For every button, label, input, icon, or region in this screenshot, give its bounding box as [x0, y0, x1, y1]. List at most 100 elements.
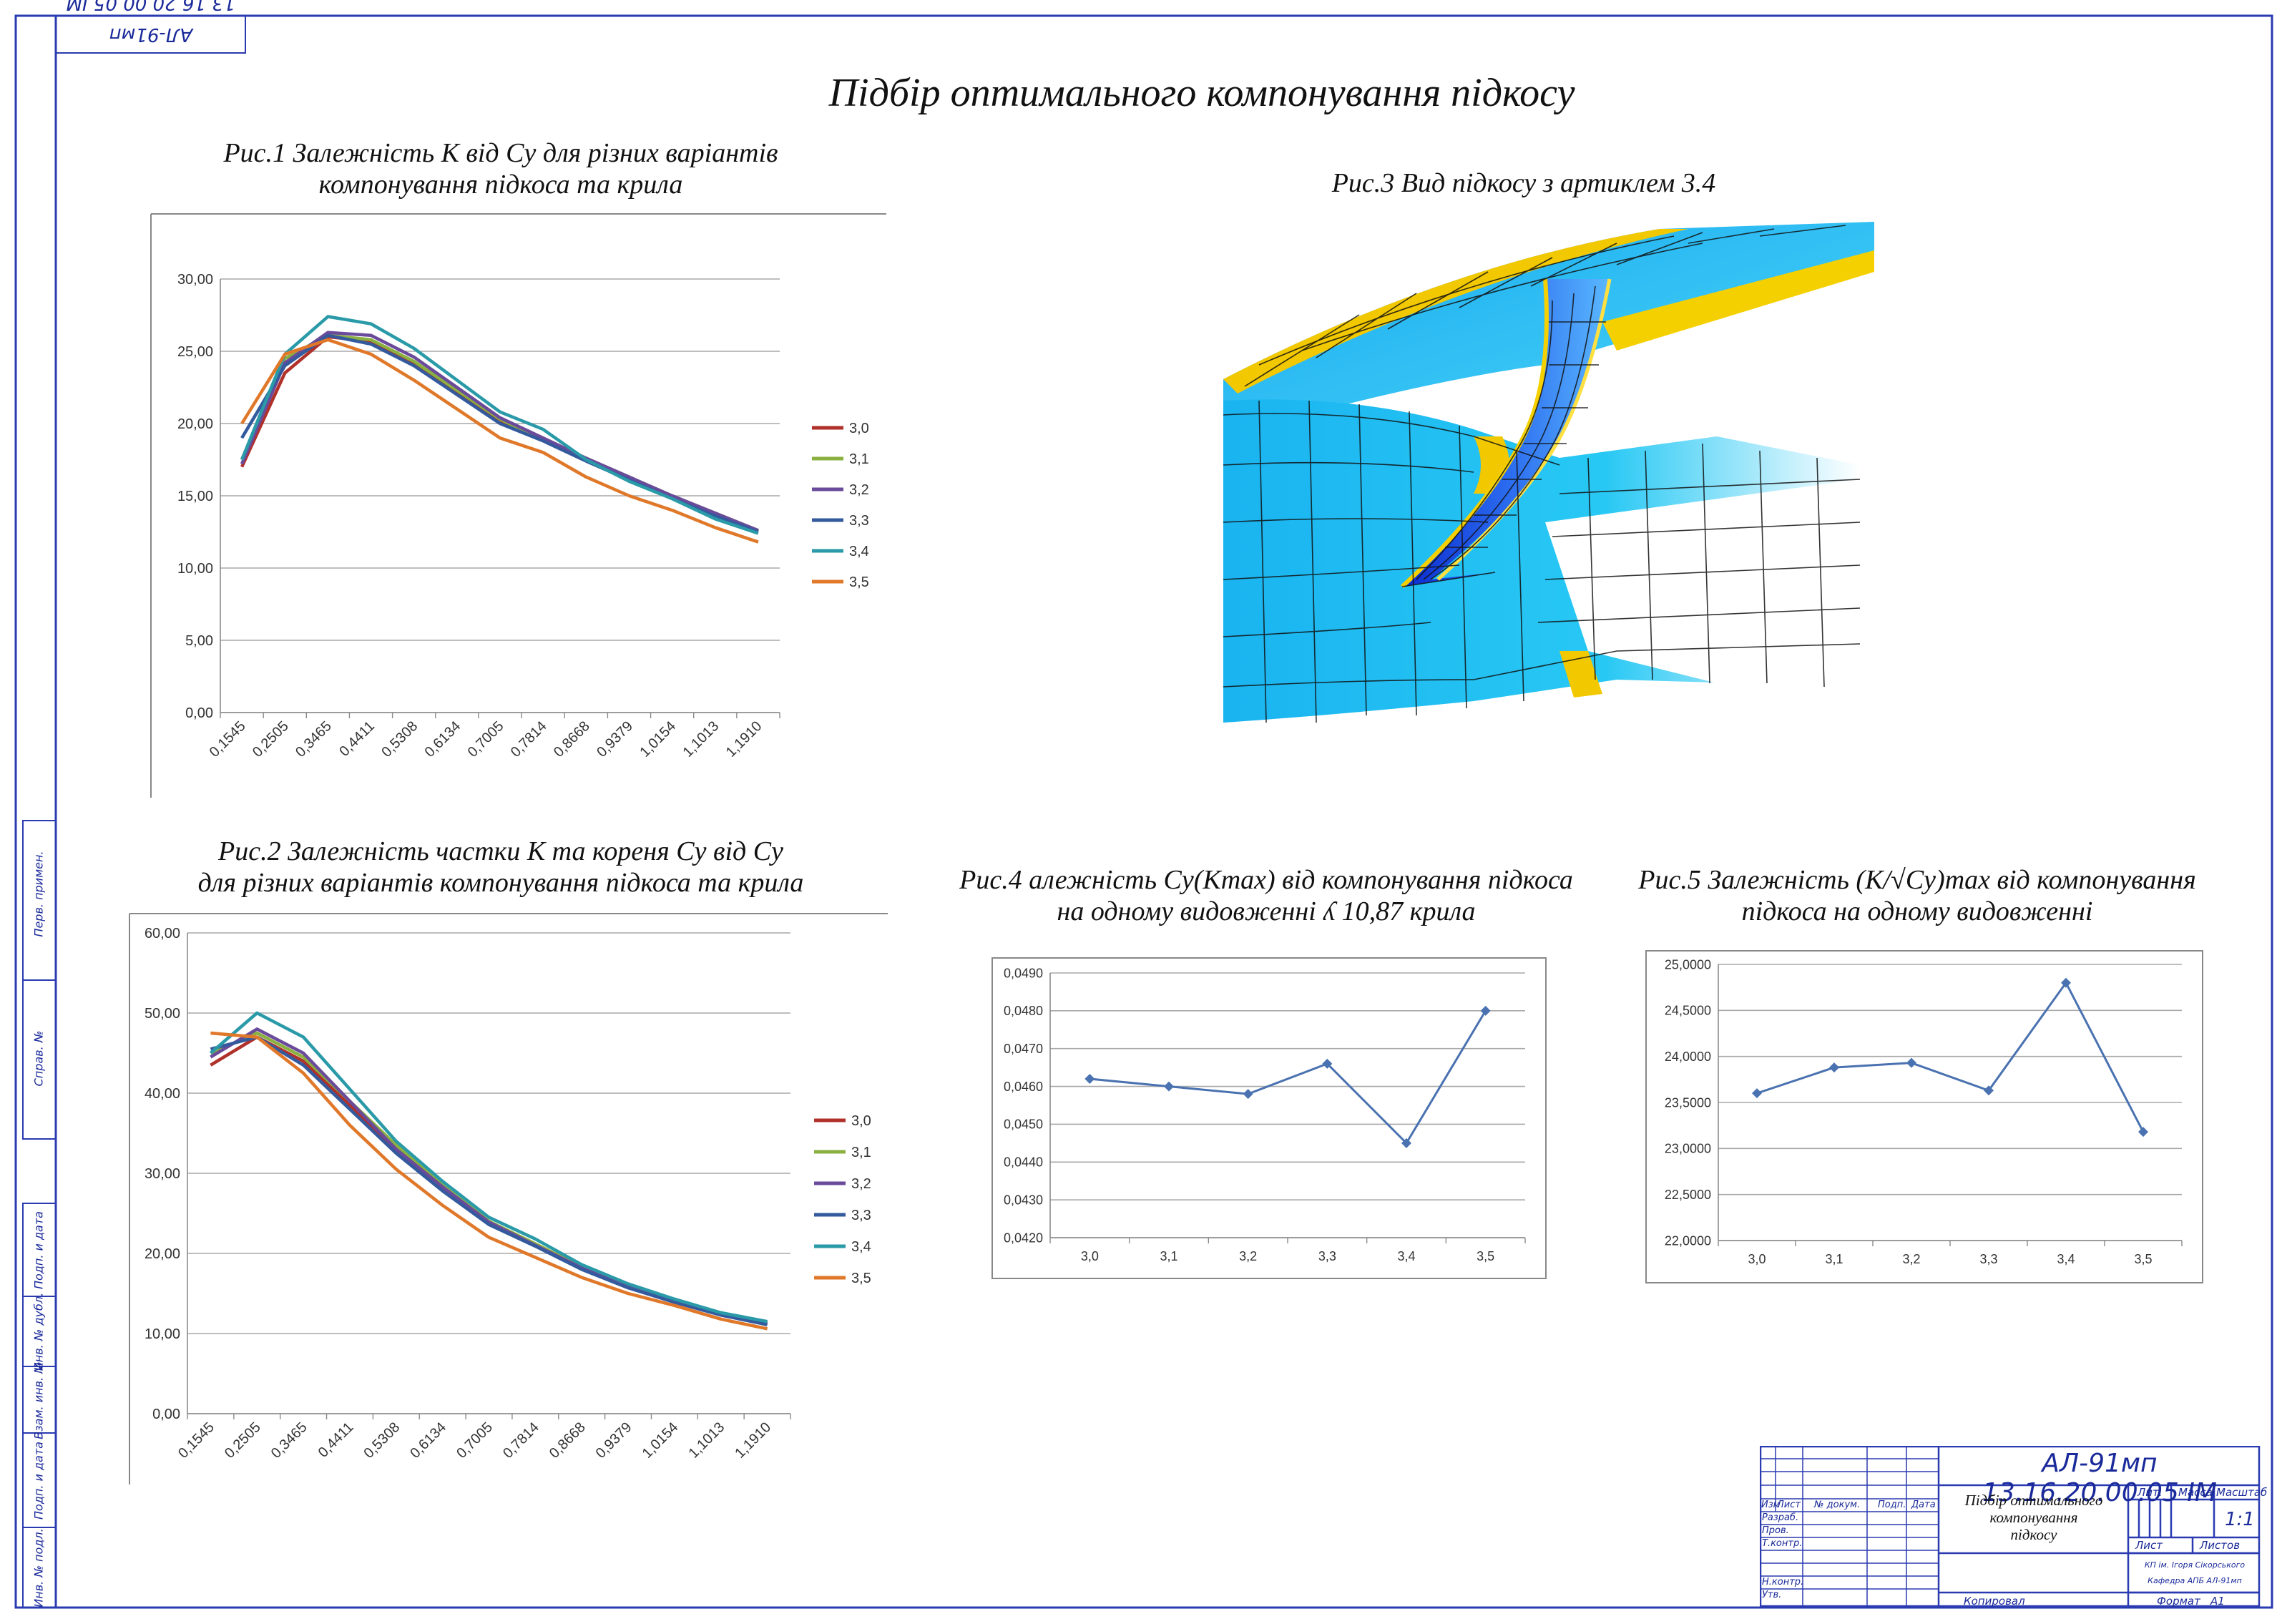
- y-tick-label: 20,00: [145, 1246, 180, 1262]
- legend-label: 3,2: [849, 482, 869, 498]
- x-tick-label: 0,4411: [336, 718, 378, 760]
- y-tick-label: 10,00: [145, 1326, 180, 1342]
- tb-col-dokum: № докум.: [1814, 1500, 1861, 1510]
- data-point-marker: [1084, 1074, 1095, 1084]
- y-tick-label: 0,0470: [1004, 1042, 1043, 1056]
- y-tick-label: 0,0480: [1004, 1004, 1043, 1018]
- chart-fig2: 0,00 10,00 20,00 30,00 40,00 50,00 60,00 0,1545…: [129, 913, 888, 1484]
- series-line: [1089, 1010, 1487, 1145]
- fig2-title-line2: для різних варіантів компонування підкос…: [197, 868, 804, 898]
- tb-mass-label: Масса: [2178, 1486, 2213, 1499]
- x-tick-label: 1,1910: [723, 718, 765, 760]
- x-tick-label: 1,0154: [640, 1419, 682, 1462]
- tb-scale-label: Масштаб: [2216, 1486, 2268, 1499]
- data-point-marker: [1401, 1138, 1411, 1148]
- series-line: [240, 338, 759, 544]
- fig5-title: Рис.5 Залежність (K/√Cy)max від компонув…: [1559, 864, 2275, 927]
- fig4-title: Рис.4 алежність Су(Kmax) від компонуванн…: [894, 864, 1638, 927]
- x-tick-label: 3,2: [1902, 1252, 1920, 1266]
- tb-title: Підбір оптимального компонування підкосу: [1940, 1492, 2127, 1543]
- tb-doc-code: АЛ-91мп 13.16.20.00.05 ІМ: [1982, 1449, 2217, 1507]
- series-line: [1756, 982, 2145, 1133]
- tb-lit-label: Лит.: [2138, 1486, 2163, 1499]
- data-point-marker: [1243, 1089, 1253, 1100]
- fig4-title-line2: на одному видовженні ʎ 10,87 крила: [1057, 896, 1476, 926]
- x-tick-label: 0,1545: [207, 718, 249, 760]
- data-point-marker: [1752, 1088, 1762, 1099]
- tb-copied: Копировал: [1964, 1595, 2025, 1608]
- fig2-title-line1: Рис.2 Залежність частки К та кореня Су в…: [218, 836, 783, 866]
- tb-col-podp: Подп.: [1878, 1500, 1906, 1510]
- chart-fig4: 0,0420 0,0430 0,0440 0,0450 0,0460 0,0470 0,04…: [991, 957, 1547, 1279]
- y-tick-label: 30,00: [177, 272, 213, 288]
- x-tick-label: 3,3: [1318, 1249, 1336, 1263]
- x-tick-label: 3,5: [2134, 1252, 2152, 1266]
- x-tick-label: 3,2: [1239, 1249, 1257, 1263]
- legend-label: 3,2: [851, 1176, 871, 1192]
- legend-label: 3,5: [849, 574, 869, 590]
- y-tick-label: 25,00: [177, 344, 213, 360]
- x-tick-label: 0,7814: [508, 718, 550, 760]
- y-tick-label: 0,0430: [1004, 1193, 1043, 1207]
- data-point-marker: [2061, 977, 2071, 988]
- x-tick-label: 1,1013: [685, 1419, 728, 1462]
- y-tick-label: 25,0000: [1665, 957, 1711, 972]
- fig1-title-line1: Рис.1 Залежність К від Су для різних вар…: [223, 138, 778, 168]
- x-tick-label: 0,7814: [500, 1419, 542, 1462]
- legend-label: 3,1: [851, 1145, 871, 1160]
- tb-title-line2: компонування: [1989, 1509, 2078, 1526]
- fig4-title-line1: Рис.4 алежність Су(Kmax) від компонуванн…: [959, 865, 1573, 895]
- y-tick-label: 0,0420: [1004, 1231, 1043, 1245]
- x-tick-label: 0,8668: [547, 1419, 589, 1462]
- strip-label-sprav: Справ. №: [31, 1030, 46, 1087]
- series-line: [240, 315, 759, 535]
- x-tick-label: 0,4411: [315, 1419, 357, 1461]
- stamp-rotated: АЛ-91мп 13.16.20.00.05 ІМ: [66, 0, 236, 45]
- tb-org-line2: Кафедра АПБ АЛ-91мп: [2148, 1576, 2242, 1585]
- series-line: [209, 1011, 768, 1324]
- y-tick-label: 24,5000: [1665, 1004, 1711, 1018]
- y-tick-label: 0,0460: [1004, 1080, 1043, 1094]
- legend-label: 3,4: [851, 1239, 871, 1255]
- legend-label: 3,4: [849, 544, 869, 559]
- x-tick-label: 3,0: [1081, 1249, 1099, 1263]
- legend-label: 3,1: [849, 451, 869, 467]
- tb-format-label: Формат: [2157, 1595, 2200, 1608]
- tb-row-razrab: Разраб.: [1762, 1512, 1799, 1523]
- y-tick-label: 0,0440: [1004, 1155, 1043, 1170]
- y-tick-label: 0,00: [185, 705, 213, 721]
- tb-sheet-label: Лист: [2135, 1539, 2163, 1552]
- tb-title-line3: підкосу: [2010, 1526, 2057, 1543]
- x-tick-label: 3,3: [1979, 1252, 1997, 1266]
- data-point-marker: [1164, 1081, 1174, 1092]
- x-tick-label: 0,2505: [250, 718, 292, 760]
- series-line: [210, 1027, 768, 1325]
- data-point-marker: [1322, 1058, 1333, 1069]
- series-line: [210, 1035, 768, 1326]
- series-line: [240, 331, 759, 532]
- chart-frame: [991, 957, 1547, 1279]
- strip-label-inv-podl: Инв. № подл.: [31, 1528, 46, 1608]
- series-line: [210, 1035, 768, 1326]
- fig1-title: Рис.1 Залежність К від Су для різних вар…: [129, 137, 873, 200]
- x-tick-label: 0,9379: [593, 1419, 635, 1462]
- x-tick-label: 0,7005: [454, 1419, 496, 1462]
- tb-col-list: Лист: [1777, 1500, 1801, 1510]
- legend-label: 3,3: [851, 1208, 871, 1223]
- data-point-marker: [1906, 1057, 1916, 1068]
- x-tick-label: 3,5: [1477, 1249, 1494, 1263]
- fig1-title-line2: компонування підкоса та крила: [318, 170, 683, 200]
- data-point-marker: [1480, 1005, 1491, 1016]
- tb-row-utv: Утв.: [1762, 1590, 1782, 1600]
- title-block-lines: [1760, 1446, 2261, 1608]
- y-tick-label: 23,0000: [1665, 1142, 1711, 1156]
- data-point-marker: [1984, 1085, 1994, 1096]
- legend-label: 3,3: [849, 513, 869, 529]
- x-tick-label: 0,7005: [465, 718, 507, 760]
- legend-label: 3,0: [849, 421, 869, 436]
- series-line: [210, 1031, 768, 1325]
- tb-row-nkontr: Н.контр.: [1762, 1577, 1804, 1588]
- x-tick-label: 3,4: [1397, 1249, 1415, 1263]
